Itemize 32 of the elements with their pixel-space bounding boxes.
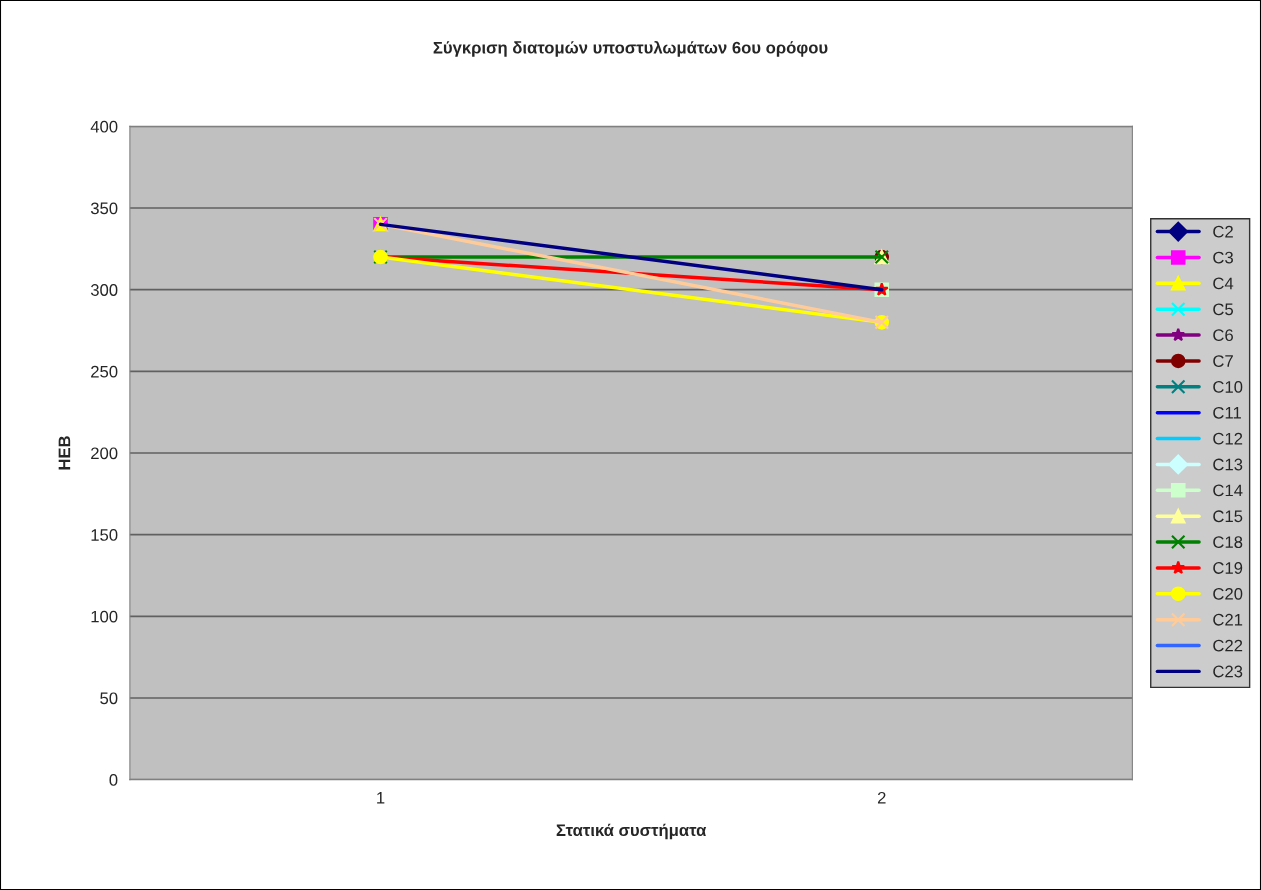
y-tick-label: 150 [91,529,118,541]
legend-label: C12 [1213,432,1243,445]
legend-label: C6 [1213,329,1233,342]
legend-label: C10 [1213,381,1243,393]
legend-label: C7 [1213,355,1233,367]
legend-label: C21 [1213,613,1243,626]
legend-label: C23 [1213,665,1243,678]
legend-label: C18 [1213,536,1243,549]
y-tick-label: 50 [100,692,118,705]
legend-label: C4 [1213,277,1234,290]
legend-label: C20 [1213,587,1243,600]
y-axis-title: HEB [58,436,71,470]
legend-label: C5 [1213,303,1234,316]
legend-label: C13 [1213,458,1243,471]
legend-label: C22 [1213,639,1243,652]
x-tick-label: 2 [877,791,886,804]
x-axis-title: Στατικά συστήματα [556,823,707,840]
chart-title: Σύγκριση διατομών υποστυλωμάτων 6ου ορόφου [433,40,828,57]
y-tick-label: 200 [91,447,118,460]
legend-label: C14 [1213,484,1243,497]
y-tick-label: 350 [90,202,118,215]
legend-label: C2 [1213,225,1233,238]
legend-label: C3 [1213,251,1233,264]
legend-label: C15 [1213,510,1243,523]
y-tick-label: 300 [90,284,118,296]
legend-label: C11 [1213,406,1241,419]
y-tick-label: 400 [90,120,118,133]
y-tick-label: 0 [109,774,118,786]
x-tick-label: 1 [377,792,385,804]
y-tick-label: 100 [91,610,118,623]
legend-label: C19 [1213,562,1243,574]
y-tick-label: 250 [91,365,118,378]
